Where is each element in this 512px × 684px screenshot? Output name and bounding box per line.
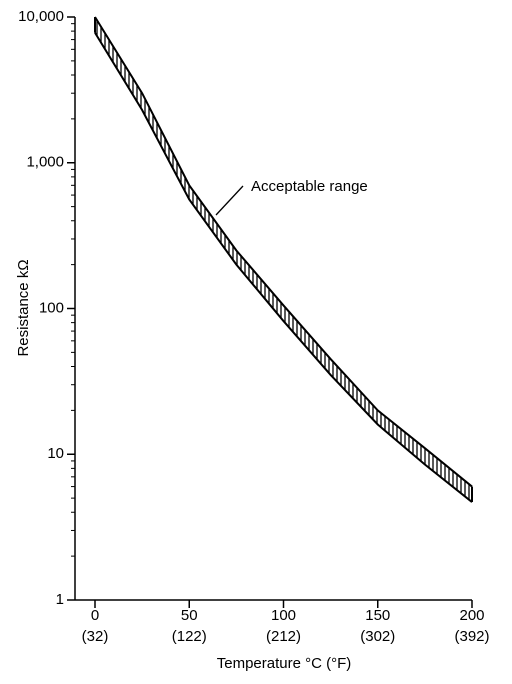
annotation: Acceptable range <box>251 178 368 195</box>
y-tick-label: 100 <box>39 299 64 316</box>
band-fill <box>95 17 472 503</box>
x-axis-label: Temperature °C (°F) <box>217 655 352 672</box>
x-tick-label: 0 <box>91 607 99 624</box>
x-tick-sublabel: (212) <box>266 628 301 645</box>
x-tick-label: 100 <box>271 607 296 624</box>
x-tick-sublabel: (32) <box>82 628 109 645</box>
y-tick-label: 1 <box>56 591 64 608</box>
band-edge <box>94 16 473 488</box>
x-tick-label: 50 <box>181 607 198 624</box>
band-edge <box>94 32 473 503</box>
x-tick-sublabel: (122) <box>172 628 207 645</box>
x-tick-label: 200 <box>459 607 484 624</box>
annotation-leader <box>215 185 244 216</box>
y-tick-label: 10 <box>47 445 64 462</box>
x-tick-label: 150 <box>365 607 390 624</box>
x-tick-sublabel: (302) <box>360 628 395 645</box>
y-tick-label: 10,000 <box>18 8 64 25</box>
y-axis-label: Resistance kΩ <box>15 259 32 356</box>
x-tick-sublabel: (392) <box>454 628 489 645</box>
y-tick-label: 1,000 <box>26 154 64 171</box>
